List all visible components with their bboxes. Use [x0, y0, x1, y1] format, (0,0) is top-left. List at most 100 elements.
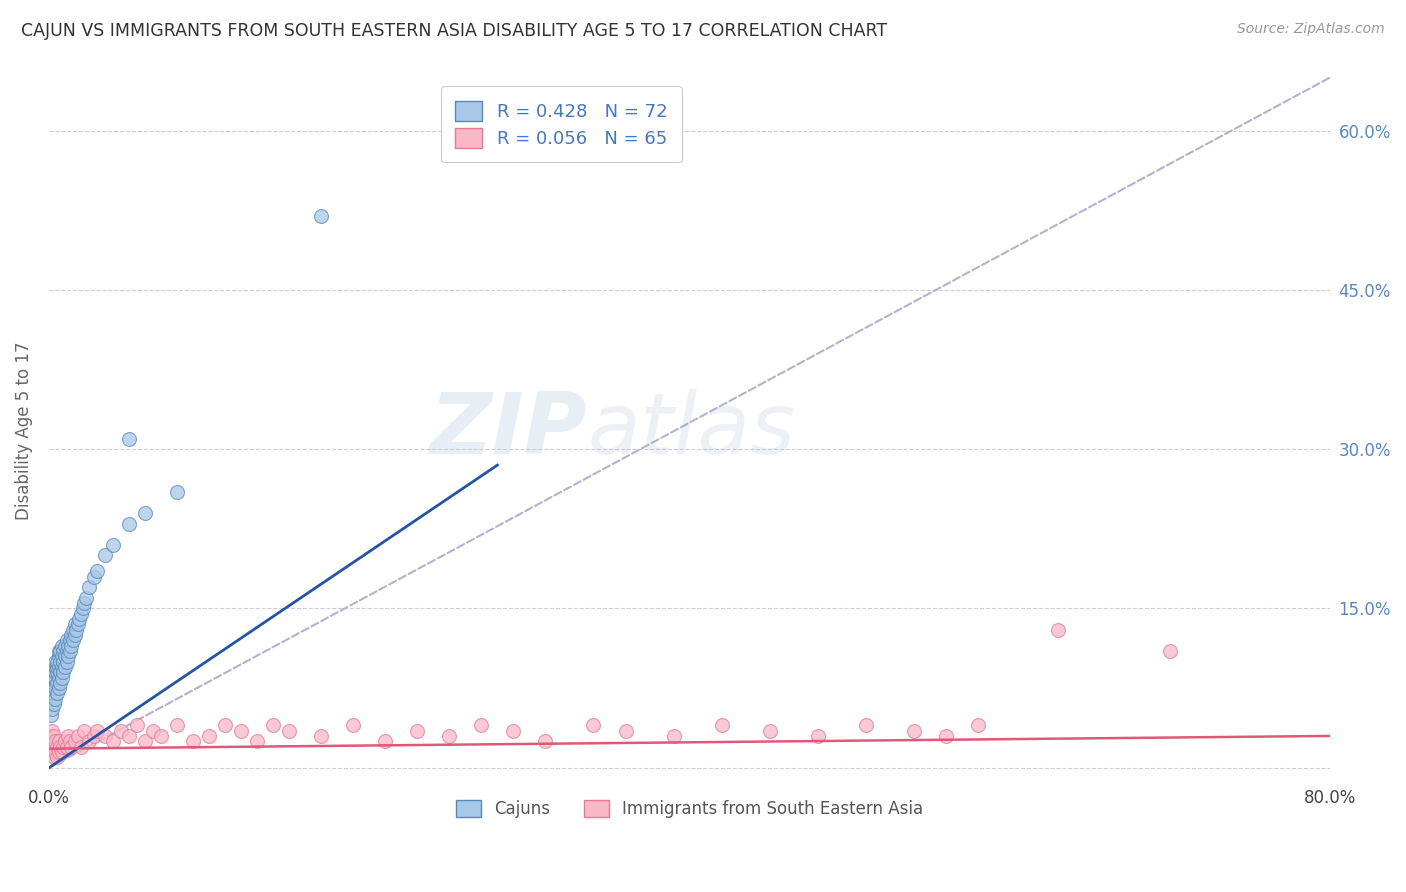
Point: [42, 686, 65, 700]
Point: [48, 734, 70, 748]
Point: [49, 739, 72, 754]
Point: [51, 639, 73, 653]
Point: [53, 639, 76, 653]
Point: [41, 691, 63, 706]
Point: [342, 718, 364, 732]
Point: [73, 596, 96, 610]
Point: [75, 591, 97, 605]
Point: [439, 729, 461, 743]
Point: [52, 644, 75, 658]
Point: [56, 649, 79, 664]
Point: [48, 644, 70, 658]
Point: [903, 723, 925, 738]
Point: [39, 697, 62, 711]
Point: [46, 686, 69, 700]
Point: [582, 718, 605, 732]
Point: [59, 734, 82, 748]
Point: [62, 623, 84, 637]
Point: [406, 723, 429, 738]
Point: [662, 729, 685, 743]
Point: [56, 639, 79, 653]
Point: [42, 671, 65, 685]
Point: [51, 649, 73, 664]
Point: [56, 729, 79, 743]
Point: [63, 617, 86, 632]
Point: [48, 745, 70, 759]
Point: [77, 734, 100, 748]
Point: [44, 660, 66, 674]
Point: [198, 729, 221, 743]
Point: [150, 729, 173, 743]
Point: [44, 691, 66, 706]
Point: [41, 734, 63, 748]
Point: [374, 734, 396, 748]
Point: [44, 655, 66, 669]
Point: [51, 660, 73, 674]
Point: [52, 655, 75, 669]
Point: [60, 628, 83, 642]
Point: [53, 734, 76, 748]
Point: [166, 484, 188, 499]
Point: [262, 718, 284, 732]
Point: [39, 729, 62, 743]
Point: [62, 633, 84, 648]
Point: [807, 729, 830, 743]
Point: [1159, 644, 1181, 658]
Point: [59, 644, 82, 658]
Point: [42, 729, 65, 743]
Point: [534, 734, 557, 748]
Point: [166, 718, 188, 732]
Point: [49, 644, 72, 658]
Point: [60, 639, 83, 653]
Point: [46, 665, 69, 680]
Point: [63, 628, 86, 642]
Point: [309, 729, 332, 743]
Point: [48, 681, 70, 695]
Point: [44, 665, 66, 680]
Point: [83, 569, 105, 583]
Point: [52, 665, 75, 680]
Point: [134, 734, 156, 748]
Point: [52, 739, 75, 754]
Point: [134, 506, 156, 520]
Point: [46, 655, 69, 669]
Point: [53, 660, 76, 674]
Point: [142, 723, 165, 738]
Point: [41, 676, 63, 690]
Point: [94, 729, 117, 743]
Point: [39, 707, 62, 722]
Point: [125, 718, 148, 732]
Point: [63, 734, 86, 748]
Point: [51, 745, 73, 759]
Legend: Cajuns, Immigrants from South Eastern Asia: Cajuns, Immigrants from South Eastern As…: [450, 793, 929, 825]
Point: [55, 739, 77, 754]
Point: [65, 623, 87, 637]
Point: [278, 723, 301, 738]
Point: [73, 723, 96, 738]
Point: [231, 723, 253, 738]
Point: [42, 739, 65, 754]
Point: [42, 750, 65, 764]
Point: [118, 516, 141, 531]
Point: [110, 723, 132, 738]
Point: [86, 564, 108, 578]
Text: CAJUN VS IMMIGRANTS FROM SOUTH EASTERN ASIA DISABILITY AGE 5 TO 17 CORRELATION C: CAJUN VS IMMIGRANTS FROM SOUTH EASTERN A…: [21, 22, 887, 40]
Point: [44, 681, 66, 695]
Point: [66, 729, 89, 743]
Point: [41, 723, 63, 738]
Point: [48, 649, 70, 664]
Point: [44, 734, 66, 748]
Point: [246, 734, 269, 748]
Point: [70, 739, 93, 754]
Point: [41, 702, 63, 716]
Point: [42, 676, 65, 690]
Point: [53, 649, 76, 664]
Point: [94, 549, 117, 563]
Point: [39, 739, 62, 754]
Point: [118, 432, 141, 446]
Point: [966, 718, 988, 732]
Point: [49, 676, 72, 690]
Point: [49, 655, 72, 669]
Point: [44, 671, 66, 685]
Point: [55, 633, 77, 648]
